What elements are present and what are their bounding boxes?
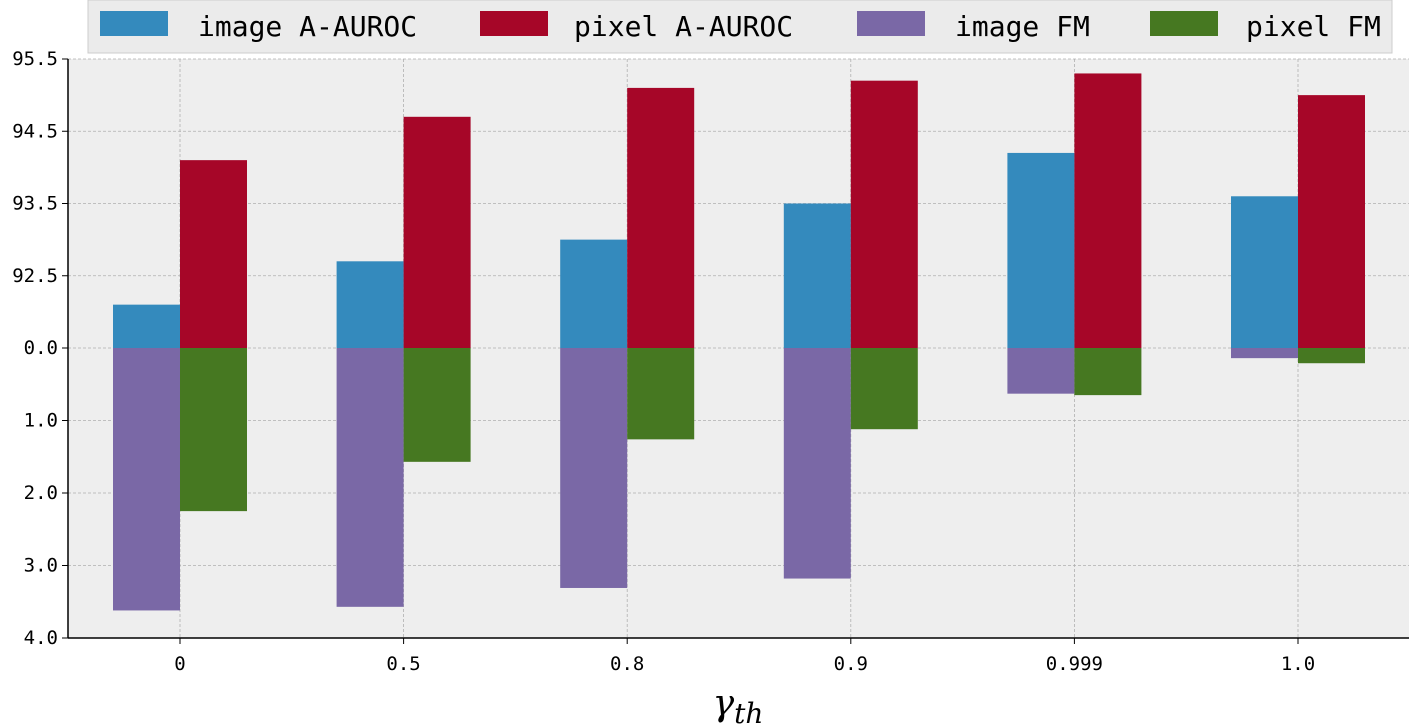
- legend-label: image A-AUROC: [198, 10, 417, 43]
- bar-pixel-a-auroc-3: [850, 80, 918, 349]
- bar-pixel-fm-2: [627, 348, 695, 440]
- legend-swatch: [857, 11, 925, 36]
- legend-swatch: [100, 11, 168, 36]
- bar-pixel-a-auroc-4: [1074, 73, 1142, 348]
- x-tick-label: 0.8: [610, 653, 644, 675]
- bar-image-fm-1: [336, 348, 404, 607]
- y-tick-label: 3.0: [24, 555, 58, 577]
- x-tick-label: 0.5: [386, 653, 420, 675]
- bar-pixel-a-auroc-0: [180, 160, 247, 348]
- legend: image A-AUROC pixel A-AUROC image FM pixel …: [87, 0, 1393, 54]
- bar-image-a-auroc-3: [783, 203, 851, 348]
- legend-label: image FM: [955, 10, 1090, 43]
- grid-lines: [68, 58, 1409, 638]
- bar-pixel-fm-4: [1074, 348, 1142, 396]
- bar-pixel-fm-0: [180, 348, 247, 512]
- bar-pixel-a-auroc-2: [627, 87, 695, 349]
- legend-label: pixel A-AUROC: [574, 10, 793, 43]
- bar-pixel-fm-3: [850, 348, 918, 430]
- bar-image-a-auroc-0: [113, 304, 180, 348]
- legend-swatch: [480, 11, 548, 36]
- bar-pixel-fm-5: [1298, 348, 1365, 364]
- x-tick-label: 0.999: [1046, 653, 1103, 675]
- bar-image-a-auroc-1: [336, 261, 404, 348]
- y-tick-label: 0.0: [24, 337, 58, 359]
- bar-image-a-auroc-5: [1231, 196, 1298, 348]
- y-tick-labels: 95.5 94.5 93.5 92.5 0.0 1.0 2.0 3.0 4.0: [12, 48, 68, 649]
- bar-image-a-auroc-2: [560, 239, 628, 348]
- bar-image-a-auroc-4: [1007, 152, 1075, 348]
- bar-image-fm-5: [1231, 348, 1298, 359]
- bar-image-fm-4: [1007, 348, 1075, 394]
- y-tick-label: 4.0: [24, 627, 58, 649]
- x-tick-label: 0: [174, 653, 185, 675]
- bar-image-fm-2: [560, 348, 628, 588]
- x-tick-label: 0.9: [834, 653, 868, 675]
- x-tick-label: 1.0: [1281, 653, 1315, 675]
- y-tick-label: 95.5: [12, 48, 58, 70]
- y-tick-label: 2.0: [24, 482, 58, 504]
- bar-pixel-a-auroc-1: [403, 116, 471, 348]
- x-tick-labels: 0 0.5 0.8 0.9 0.999 1.0: [174, 638, 1315, 675]
- x-axis-label: γth: [713, 683, 764, 726]
- y-tick-label: 93.5: [12, 193, 58, 215]
- bars: [113, 73, 1365, 611]
- y-tick-label: 92.5: [12, 265, 58, 287]
- y-tick-label: 94.5: [12, 120, 58, 142]
- legend-label: pixel FM: [1246, 10, 1381, 43]
- plot-background: [68, 59, 1409, 638]
- y-tick-label: 1.0: [24, 410, 58, 432]
- bar-image-fm-0: [113, 348, 180, 611]
- bar-pixel-a-auroc-5: [1298, 95, 1365, 348]
- legend-swatch: [1150, 11, 1218, 36]
- bar-image-fm-3: [783, 348, 851, 579]
- bar-pixel-fm-1: [403, 348, 471, 462]
